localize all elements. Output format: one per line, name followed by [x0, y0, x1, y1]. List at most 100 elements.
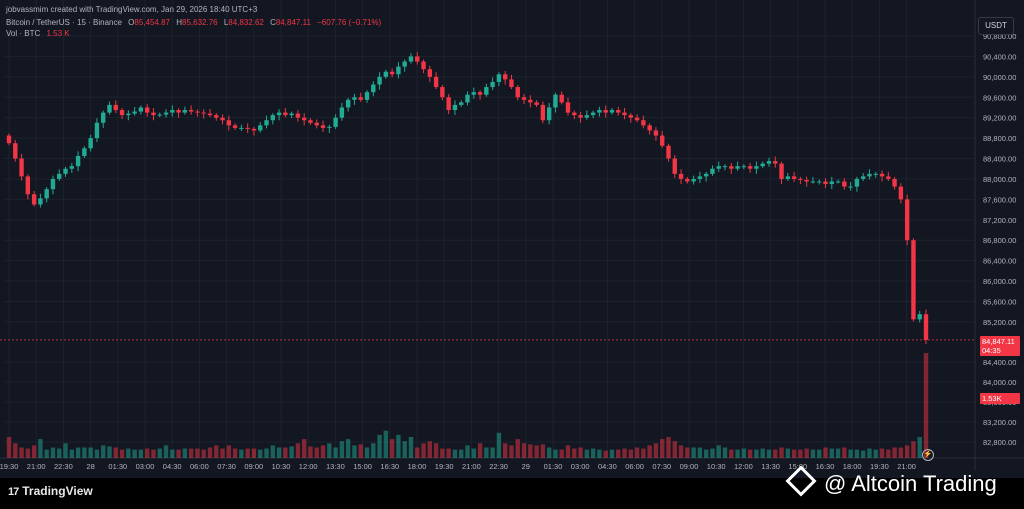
volume-bar	[314, 447, 319, 458]
candle-body	[101, 112, 106, 123]
candle-body	[452, 104, 458, 111]
volume-bar	[471, 448, 476, 458]
bar-countdown: 04:35	[982, 346, 1001, 355]
candle-body	[13, 143, 18, 159]
candle-body	[722, 166, 728, 168]
volume-bar	[565, 445, 571, 458]
candle-body	[773, 161, 778, 164]
candle-body	[320, 125, 326, 128]
last-price-badge: 84,847.11 04:35	[980, 336, 1020, 356]
y-tick-label: 86,000.00	[983, 277, 1016, 286]
volume-bar	[69, 449, 75, 458]
candle-body	[396, 66, 401, 75]
volume-bar	[572, 448, 577, 458]
x-tick-label: 19:30	[435, 462, 454, 471]
candle-body	[565, 102, 571, 113]
created-by-text: jobvassmim created with TradingView.com,…	[6, 5, 258, 14]
candle-body	[760, 163, 765, 167]
volume-bar	[528, 444, 533, 458]
candle-body	[867, 173, 872, 177]
volume-bar	[628, 449, 633, 458]
y-tick-label: 82,800.00	[983, 438, 1016, 447]
volume-bar	[144, 448, 150, 458]
x-tick-label: 03:00	[136, 462, 155, 471]
candle-body	[754, 166, 759, 169]
tradingview-logo[interactable]: 17 TradingView	[8, 484, 93, 498]
candle-body	[911, 240, 916, 320]
candle-body	[521, 97, 527, 100]
y-tick-label: 86,400.00	[983, 257, 1016, 266]
volume-bar	[421, 443, 426, 458]
x-tick-label: 29	[522, 462, 530, 471]
volume-bar	[182, 448, 188, 458]
volume-bar	[126, 448, 131, 458]
candle-body	[496, 74, 502, 82]
x-tick-label: 21:00	[897, 462, 916, 471]
candle-body	[729, 166, 734, 169]
volume-bar	[352, 445, 357, 458]
candle-body	[258, 125, 263, 131]
volume-bar	[678, 445, 684, 458]
volume-bar	[138, 449, 144, 458]
volume-bar	[157, 448, 162, 458]
candle-body	[119, 110, 125, 116]
volume-bar	[484, 447, 489, 458]
x-tick-label: 04:30	[598, 462, 617, 471]
candle-body	[904, 199, 910, 241]
candle-body	[534, 102, 539, 105]
altcoin-trading-watermark: @ Altcoin Trading	[785, 465, 997, 497]
volume-bar	[490, 447, 495, 458]
volume-badge: 1.53K	[980, 393, 1020, 404]
x-tick-label: 01:30	[108, 462, 127, 471]
volume-bar	[82, 447, 87, 458]
volume-bar	[647, 445, 652, 458]
candle-body	[50, 178, 56, 190]
volume-bar	[666, 437, 671, 458]
volume-bar	[176, 449, 181, 458]
volume-label[interactable]: Vol · BTC	[6, 29, 41, 38]
candle-body	[590, 112, 596, 116]
volume-bar	[371, 443, 376, 458]
y-tick-label: 90,000.00	[983, 73, 1016, 82]
volume-bar	[773, 449, 778, 458]
volume-bar	[760, 448, 765, 458]
candle-body	[509, 79, 514, 88]
candle-body	[345, 99, 351, 108]
volume-bar	[226, 445, 232, 458]
candle-body	[603, 110, 608, 113]
candle-body	[188, 110, 194, 112]
volume-bar	[477, 443, 483, 458]
lightning-icon[interactable]: ⚡	[922, 449, 934, 461]
symbol-name[interactable]: Bitcoin / TetherUS · 15 · Binance	[6, 18, 122, 27]
open-value: 85,454.87	[134, 18, 170, 27]
volume-bar	[502, 443, 508, 458]
candle-body	[703, 173, 709, 177]
candle-body	[735, 166, 740, 169]
volume-bar	[917, 437, 922, 458]
volume-bar	[113, 447, 118, 458]
candle-body	[860, 176, 866, 179]
volume-bar	[609, 449, 615, 458]
currency-button[interactable]: USDT	[978, 17, 1014, 35]
high-label: H	[176, 18, 182, 27]
volume-bar	[415, 447, 420, 458]
candle-body	[113, 104, 118, 111]
volume-bar	[440, 448, 445, 458]
volume-bar	[195, 448, 200, 458]
volume-bar	[207, 447, 213, 458]
low-label: L	[223, 18, 229, 27]
volume-bar	[829, 448, 834, 458]
volume-bar	[540, 444, 546, 458]
x-tick-label: 16:30	[380, 462, 399, 471]
volume-bar	[842, 447, 847, 458]
candle-body	[842, 181, 847, 187]
candlestick-chart[interactable]: 90,800.00 90,400.00 90,000.00 89,600.00 89,2…	[0, 0, 1024, 478]
volume-bar	[88, 447, 93, 458]
candle-body	[239, 127, 244, 129]
volume-bar	[433, 443, 439, 458]
x-tick-label: 15:00	[788, 462, 807, 471]
candle-body	[276, 112, 282, 116]
candle-body	[327, 126, 332, 128]
low-value: 84,832.62	[228, 18, 264, 27]
volume-bar	[75, 447, 81, 458]
